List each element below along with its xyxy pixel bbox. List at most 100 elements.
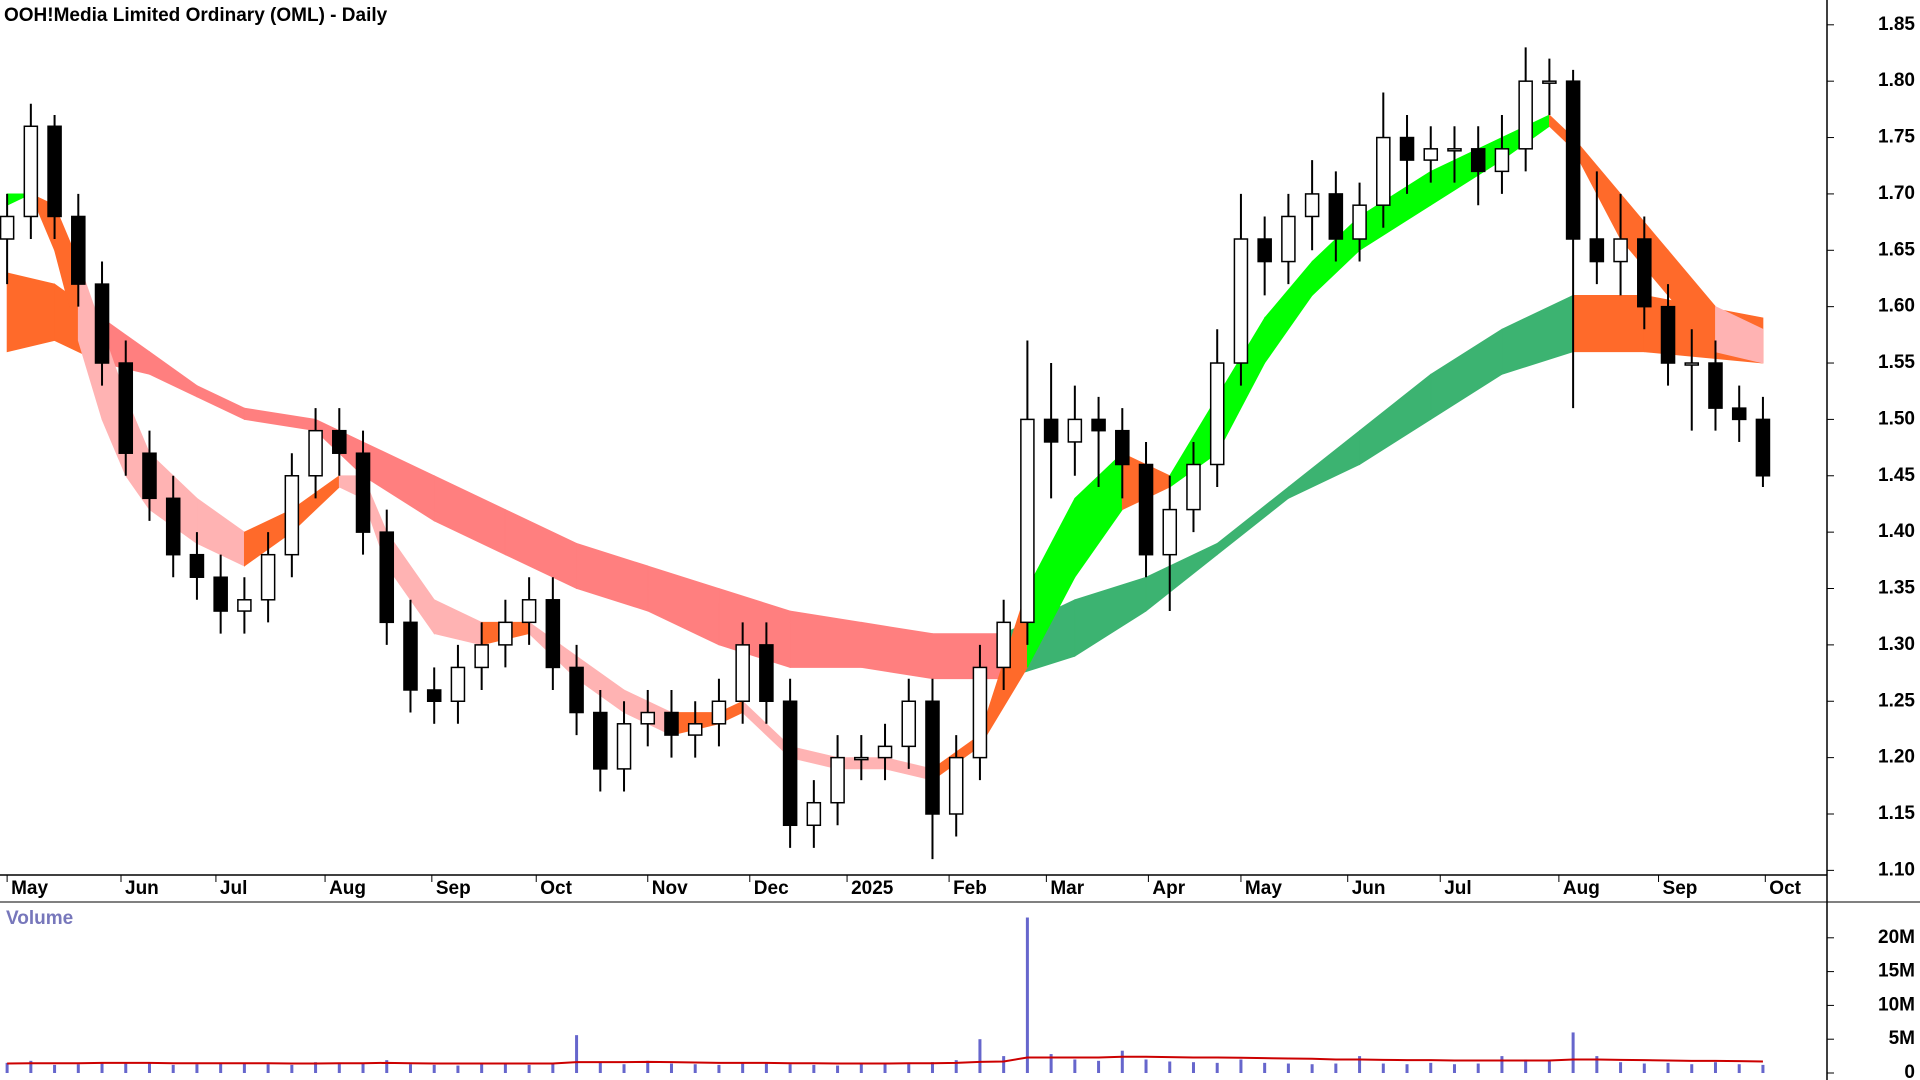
ribbon-segment (576, 542, 649, 612)
volume-bar (432, 1064, 436, 1073)
volume-bar (53, 1064, 57, 1073)
x-tick-label: Sep (1663, 878, 1698, 899)
candle-body (996, 621, 1011, 669)
candle-body (711, 700, 727, 725)
volume-bar (551, 1062, 555, 1073)
volume-bar (1713, 1062, 1717, 1073)
volume-bar (1002, 1056, 1006, 1073)
y-tick-label: 5M (1889, 1028, 1915, 1049)
volume-bar (1405, 1064, 1409, 1073)
volume-bar (1690, 1064, 1694, 1073)
candle-body (1731, 407, 1747, 421)
candle-body (1020, 418, 1035, 624)
candle-body (735, 644, 750, 703)
candle-body (925, 700, 940, 815)
volume-bar (385, 1060, 389, 1073)
candle-body (213, 576, 228, 612)
candle-body (1423, 148, 1439, 161)
volume-bar (456, 1065, 460, 1073)
candle-body (118, 362, 134, 454)
ribbon-segment (1216, 486, 1289, 556)
ribbon-segment (243, 407, 316, 432)
candle-body (1470, 148, 1486, 173)
candle-body (1637, 238, 1652, 308)
y-tick-label: 15M (1878, 961, 1915, 982)
volume-bar (314, 1062, 318, 1073)
candle-body (664, 711, 679, 736)
candle-body (1328, 193, 1344, 240)
candle-body (759, 644, 774, 703)
x-tick-label: Jul (220, 878, 247, 899)
volume-bar (1381, 1063, 1385, 1073)
candle-body (1304, 193, 1320, 218)
volume-bar (408, 1064, 412, 1073)
volume-bar (978, 1039, 982, 1073)
candle-body (1233, 238, 1249, 364)
x-tick-label: Nov (652, 878, 688, 899)
ribbon-segment (718, 587, 791, 668)
y-tick-label: 1.55 (1878, 352, 1915, 373)
y-tick-label: 0 (1904, 1062, 1915, 1080)
y-tick-label: 1.15 (1878, 803, 1915, 824)
candle-body (616, 723, 632, 770)
volume-bar (1452, 1064, 1456, 1073)
x-tick-label: May (11, 878, 48, 899)
candle-body (450, 666, 466, 703)
x-tick-label: Aug (329, 878, 366, 899)
candle-body (260, 553, 276, 601)
candle-body (1518, 80, 1533, 150)
x-tick-label: Jun (125, 878, 159, 899)
volume-bar (883, 1063, 887, 1073)
ribbon-segment (149, 350, 198, 398)
x-tick-label: Oct (1769, 878, 1801, 899)
volume-bar (930, 1062, 934, 1073)
candle-body (687, 723, 703, 736)
ribbon-segment (1430, 136, 1503, 206)
candle-body (545, 599, 561, 669)
volume-bar (1334, 1063, 1338, 1073)
volume-bar (29, 1060, 33, 1073)
candle-body (1138, 463, 1154, 556)
y-tick-label: 1.40 (1878, 521, 1915, 542)
candle-body (355, 452, 371, 533)
candle-body (521, 599, 537, 624)
volume-bar (147, 1062, 151, 1073)
x-tick-label: Jul (1444, 878, 1471, 899)
candle-body (403, 621, 418, 691)
volume-bar (1429, 1062, 1433, 1073)
volume-average (7, 1055, 1763, 1065)
y-tick-label: 1.35 (1878, 578, 1915, 599)
volume-bar (1737, 1064, 1741, 1073)
x-tick-label: May (1245, 878, 1282, 899)
volume-bar (788, 1064, 792, 1073)
candle-body (1352, 204, 1367, 240)
candle-body (332, 429, 347, 454)
volume-bar (337, 1062, 341, 1073)
candle-body (237, 599, 252, 612)
y-tick-label: 10M (1878, 994, 1915, 1015)
candle-body (1067, 418, 1083, 443)
candle-body (830, 756, 845, 804)
volume-bar (598, 1062, 602, 1073)
volume-bar (741, 1063, 745, 1073)
candle-body (94, 283, 110, 364)
y-tick-label: 20M (1878, 927, 1915, 948)
y-tick-label: 1.30 (1878, 634, 1915, 655)
candle-body (142, 452, 157, 500)
volume-bar (290, 1064, 294, 1073)
volume-bar (646, 1060, 650, 1073)
y-tick-label: 1.50 (1878, 408, 1915, 429)
volume-bar (266, 1064, 270, 1073)
candle-body (71, 215, 86, 285)
volume-bar (1524, 1059, 1528, 1073)
volume-bar (1168, 1061, 1172, 1073)
volume-bar (669, 1063, 673, 1073)
x-tick-label: Oct (540, 878, 572, 899)
candle-body (1589, 238, 1605, 263)
candle-body (1043, 418, 1059, 443)
candle-body (23, 125, 39, 218)
volume-bar (622, 1064, 626, 1073)
candle-body (1281, 215, 1296, 263)
volume-bar (907, 1062, 911, 1073)
